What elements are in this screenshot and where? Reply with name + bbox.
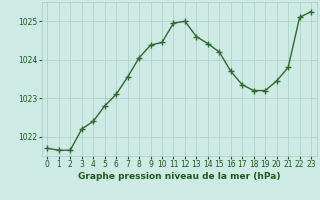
X-axis label: Graphe pression niveau de la mer (hPa): Graphe pression niveau de la mer (hPa) bbox=[78, 172, 280, 181]
